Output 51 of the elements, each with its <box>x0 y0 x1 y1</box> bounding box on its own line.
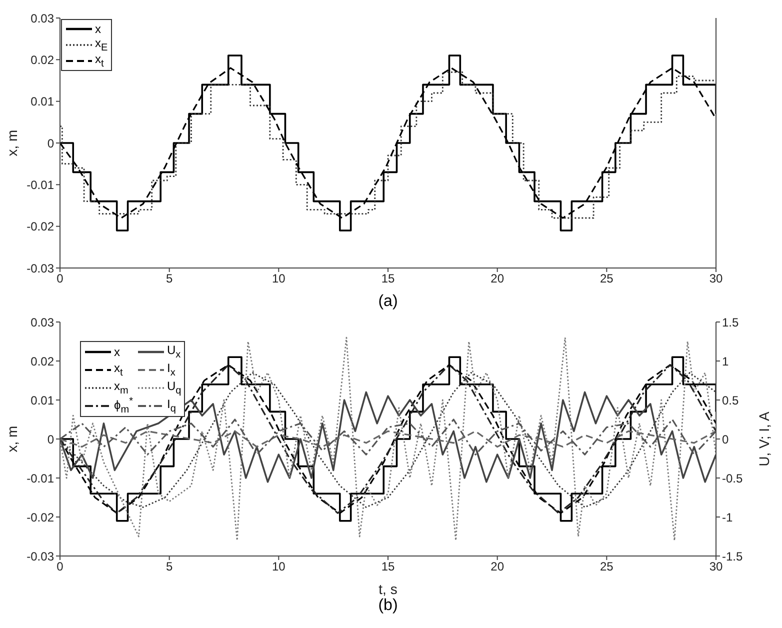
y2-tick-label: -1.5 <box>722 549 744 564</box>
y-tick-label: -0.02 <box>26 510 54 524</box>
x-tick-label: 15 <box>381 560 395 574</box>
legend-label: x$_{t}$ <box>95 52 104 70</box>
y-tick-label: 0.01 <box>30 94 54 109</box>
x-tick-label: 0 <box>56 560 64 574</box>
x-tick-label: 10 <box>272 272 286 286</box>
legend-label: x$_{m}$ <box>114 379 128 397</box>
y-axis-title: x, m <box>4 130 20 156</box>
y-tick-label: -0.03 <box>26 549 54 564</box>
x-tick-label: 10 <box>272 560 286 574</box>
y-tick-label: 0.01 <box>30 393 54 408</box>
y2-axis-title: U, V; I, A <box>756 410 772 466</box>
y-tick-label: -0.02 <box>26 220 54 234</box>
y2-tick-label: -0.5 <box>722 471 744 486</box>
y2-tick-label: 0 <box>722 432 729 446</box>
x-axis-title: t, s <box>378 581 398 597</box>
x-tick-label: 15 <box>381 272 395 286</box>
x-tick-label: 5 <box>166 560 173 574</box>
legend-label: I$_{q}$ <box>166 397 176 415</box>
y-tick-label: -0.03 <box>26 261 54 276</box>
text: (a) <box>377 292 399 312</box>
y2-tick-label: 1 <box>722 354 729 368</box>
legend-label: U$_{x}$ <box>166 343 181 361</box>
text: (b) <box>377 596 399 616</box>
x-tick-label: 30 <box>709 560 723 574</box>
y-tick-label: 0 <box>47 136 54 150</box>
x-tick-label: 0 <box>56 272 64 286</box>
y2-tick-label: 1.5 <box>722 315 740 330</box>
legend-label: U$_{q}$ <box>166 379 182 397</box>
y-tick-label: 0.03 <box>30 315 54 330</box>
x-tick-label: 20 <box>490 272 504 286</box>
x-tick-label: 25 <box>600 560 614 574</box>
y-tick-label: 0 <box>47 432 54 446</box>
y2-tick-label: 0.5 <box>722 393 740 408</box>
legend-label: x <box>95 22 101 36</box>
y-tick-label: -0.01 <box>26 471 54 486</box>
y-axis-title: x, m <box>4 426 20 452</box>
y-tick-label: 0.02 <box>30 52 54 67</box>
x-tick-label: 20 <box>490 560 504 574</box>
legend-label: x$_{t}$ <box>114 361 123 379</box>
y-tick-label: -0.01 <box>26 178 54 192</box>
legend-label: x$_{E}$ <box>95 36 108 54</box>
y2-tick-label: -1 <box>722 510 733 524</box>
legend-label: x <box>114 345 120 359</box>
legend-label: I$_{x}$ <box>166 361 176 379</box>
y-tick-label: 0.03 <box>30 11 54 26</box>
x-tick-label: 5 <box>166 272 173 286</box>
y-tick-label: 0.02 <box>30 354 54 368</box>
x-tick-label: 30 <box>709 272 723 286</box>
x-tick-label: 25 <box>600 272 614 286</box>
